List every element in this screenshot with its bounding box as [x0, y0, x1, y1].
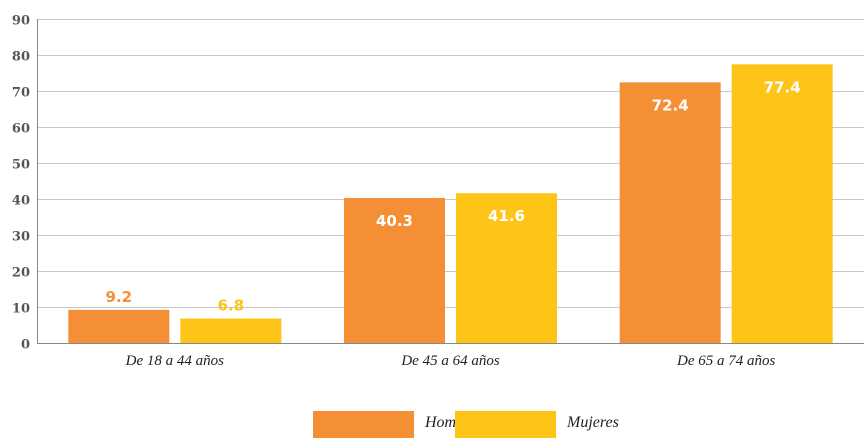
bar-mujeres-1 [180, 318, 282, 343]
y-tick-label: 0 [21, 338, 30, 353]
legend-swatch-mujeres [455, 411, 556, 438]
bar-chart: 0 10 20 30 40 50 60 70 80 90 9.2 6.8 De 18 a 44 años… [12, 14, 864, 369]
y-tick-label: 30 [12, 230, 30, 245]
bar-hombres-2 [344, 197, 445, 343]
data-label: 9.2 [106, 288, 133, 306]
data-label: 41.6 [488, 207, 525, 225]
y-tick-label: 90 [12, 14, 30, 29]
category-label: De 18 a 44 años [125, 353, 224, 369]
y-tick-label: 60 [12, 122, 30, 137]
y-tick-label: 20 [12, 266, 30, 281]
y-tick-label: 80 [12, 50, 30, 65]
data-label: 40.3 [376, 212, 413, 230]
y-tick-label: 70 [12, 86, 30, 101]
data-label: 77.4 [764, 78, 801, 96]
category-label: De 65 a 74 años [676, 353, 775, 369]
y-tick-label: 10 [12, 302, 30, 317]
y-tick-label: 50 [12, 158, 30, 173]
bar-hombres-3 [619, 82, 721, 344]
data-label: 6.8 [218, 297, 245, 315]
category-label: De 45 a 64 años [400, 353, 499, 369]
bar-mujeres-3 [731, 64, 833, 344]
data-label: 72.4 [652, 96, 689, 114]
bar-mujeres-2 [456, 193, 557, 343]
y-tick-label: 40 [12, 194, 30, 209]
legend: Hombres Mujeres [0, 409, 864, 439]
legend-label-mujeres: Mujeres [567, 414, 619, 431]
legend-swatch-hombres [313, 411, 414, 438]
bar-hombres-1 [68, 309, 170, 343]
